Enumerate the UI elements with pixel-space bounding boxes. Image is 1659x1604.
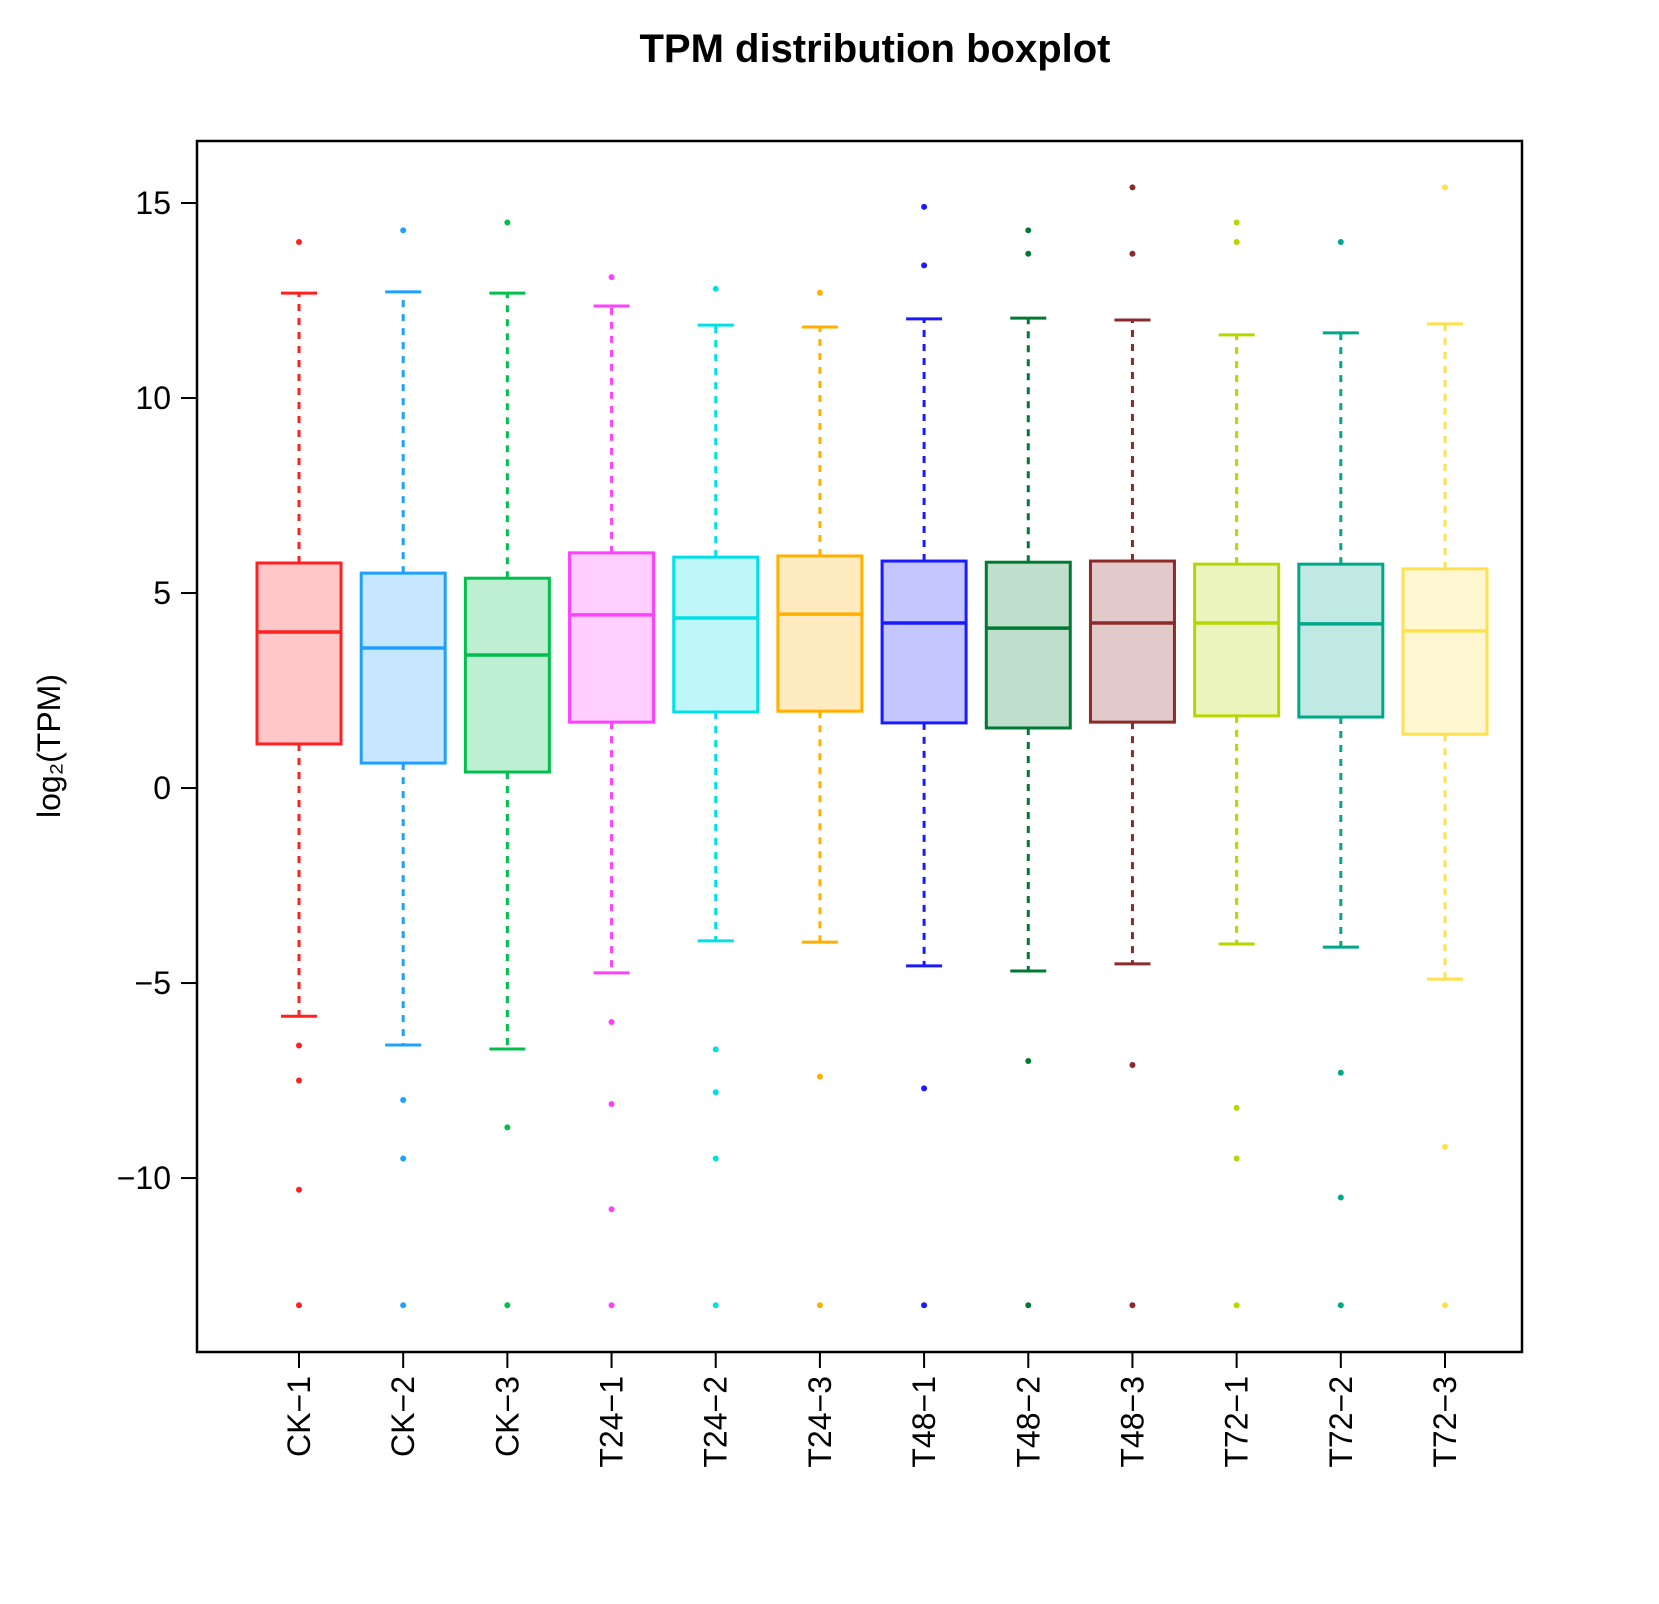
box: [1193, 562, 1281, 718]
x-tick-label: CK−2: [385, 1376, 421, 1457]
outlier: [400, 227, 407, 234]
outlier: [1233, 1155, 1240, 1162]
outlier: [1025, 1058, 1032, 1065]
outlier: [1337, 239, 1344, 246]
box: [1088, 559, 1176, 724]
box: [880, 559, 968, 725]
x-tick-label: T72−2: [1323, 1376, 1359, 1468]
y-tick-label: 0: [153, 770, 171, 806]
outlier: [504, 219, 511, 226]
outlier: [816, 289, 823, 296]
outlier: [1233, 1302, 1240, 1309]
outlier: [608, 1206, 615, 1213]
outlier: [1337, 1302, 1344, 1309]
outlier: [1129, 184, 1136, 191]
outlier: [712, 285, 719, 292]
outlier: [1337, 1069, 1344, 1076]
outlier: [1233, 239, 1240, 246]
outlier: [1129, 1061, 1136, 1068]
y-tick-label: 10: [135, 380, 171, 416]
box: [776, 554, 864, 713]
outlier: [1233, 1104, 1240, 1111]
box: [359, 571, 447, 765]
outlier: [1025, 227, 1032, 234]
outlier: [1442, 1143, 1448, 1150]
y-tick-label: −10: [117, 1160, 171, 1196]
outlier: [400, 1155, 407, 1162]
outlier: [296, 1302, 302, 1309]
outlier: [1129, 250, 1136, 257]
outlier: [296, 1077, 302, 1084]
x-tick-label: T24−1: [594, 1376, 630, 1468]
outlier: [712, 1302, 719, 1309]
outlier: [608, 1100, 615, 1107]
outlier: [1025, 250, 1032, 257]
outlier: [608, 274, 615, 281]
plot-frame: [195, 139, 1524, 1354]
x-tick-label: T24−3: [802, 1376, 838, 1468]
outlier: [1442, 1302, 1448, 1309]
outlier: [1337, 1194, 1344, 1201]
x-tick-label: CK−1: [281, 1376, 317, 1457]
y-tick-label: 15: [135, 185, 171, 221]
outlier: [816, 1302, 823, 1309]
outlier: [1025, 1302, 1032, 1309]
box: [463, 576, 551, 774]
outlier: [1442, 184, 1448, 191]
outlier: [504, 1124, 511, 1131]
outlier: [921, 1085, 928, 1092]
chart-title: TPM distribution boxplot: [639, 27, 1110, 71]
x-tick-label: T72−1: [1219, 1376, 1255, 1468]
y-tick-label: −5: [135, 965, 171, 1001]
box: [984, 560, 1072, 730]
outlier: [400, 1302, 407, 1309]
outlier: [400, 1097, 407, 1104]
box: [672, 555, 760, 714]
outlier: [921, 1302, 928, 1309]
box: [255, 561, 343, 746]
outlier: [608, 1019, 615, 1026]
x-tick-label: T48−2: [1010, 1376, 1046, 1468]
outlier: [712, 1046, 719, 1053]
x-tick-label: T48−3: [1114, 1376, 1150, 1468]
outlier: [1233, 219, 1240, 226]
outlier: [296, 1042, 302, 1049]
outlier: [816, 1073, 823, 1080]
y-axis-label: log₂(TPM): [31, 674, 67, 818]
outlier: [921, 203, 928, 210]
outlier: [712, 1089, 719, 1096]
box: [568, 551, 656, 724]
outlier: [1129, 1302, 1136, 1309]
x-tick-label: T72−3: [1427, 1376, 1463, 1468]
box: [1297, 562, 1385, 719]
outlier: [296, 239, 302, 246]
x-tick-label: T24−2: [698, 1376, 734, 1468]
x-tick-label: T48−1: [906, 1376, 942, 1468]
box: [1401, 567, 1489, 736]
y-tick-label: 5: [153, 575, 171, 611]
outlier: [504, 1302, 511, 1309]
outlier: [921, 262, 928, 269]
outlier: [712, 1155, 719, 1162]
outlier: [296, 1186, 302, 1193]
outlier: [608, 1302, 615, 1309]
x-tick-label: CK−3: [489, 1376, 525, 1457]
